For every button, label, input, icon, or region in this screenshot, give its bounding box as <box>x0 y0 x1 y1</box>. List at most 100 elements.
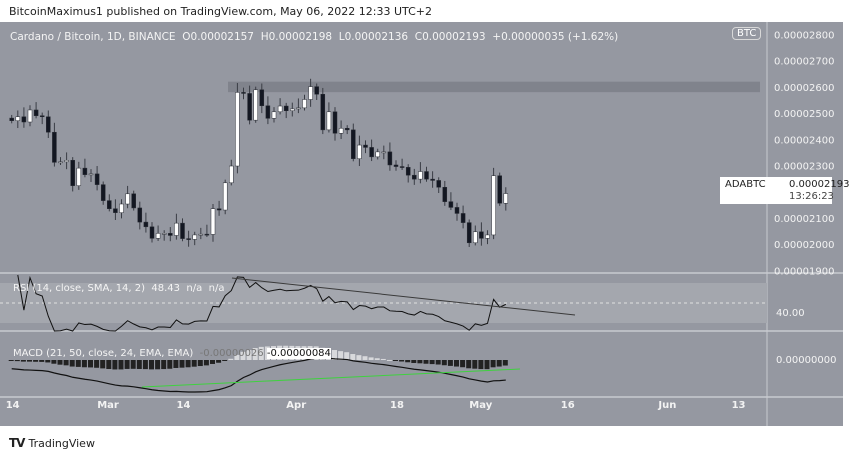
macd-histogram-bar <box>472 360 478 369</box>
macd-histogram-bar <box>136 360 142 369</box>
macd-histogram-bar <box>173 360 179 368</box>
currency-badge[interactable]: BTC <box>732 27 762 40</box>
candle-body <box>290 108 295 111</box>
candle-body <box>405 167 411 176</box>
rsi-line <box>17 274 507 332</box>
rsi-label: RSI (14, close, SMA, 14, 2) <box>13 283 146 294</box>
candle-body <box>314 86 319 95</box>
macd-histogram-bar <box>332 350 337 360</box>
macd-histogram-bar <box>118 360 124 370</box>
macd-histogram-bar <box>222 360 228 361</box>
candle-body <box>454 207 460 214</box>
candle-body <box>137 207 143 223</box>
candle-body <box>149 226 155 239</box>
candle-body <box>503 193 509 204</box>
macd-histogram-bar <box>216 360 222 363</box>
change-value: +0.00000035 (+1.62%) <box>492 31 619 43</box>
candle-body <box>363 144 368 148</box>
macd-histogram-bar <box>106 360 112 369</box>
candle-body <box>332 111 338 134</box>
macd-histogram-bar <box>466 360 472 369</box>
macd-value-2: -0.00000084 <box>266 348 331 359</box>
candle-body <box>186 238 191 240</box>
last-price-symbol: ADABTC <box>725 179 766 190</box>
tv-logo-icon: TV <box>9 436 26 450</box>
macd-histogram-bar <box>490 360 496 368</box>
candle-body <box>308 86 313 100</box>
candle-body <box>253 89 258 121</box>
macd-histogram-bar <box>460 360 466 368</box>
candle-body <box>39 115 45 118</box>
macd-histogram-bar <box>350 354 356 360</box>
low-value: 0.00002136 <box>344 31 409 43</box>
rsi-legend: RSI (14, close, SMA, 14, 2) 48.43 n/a n/… <box>13 283 224 294</box>
candle-body <box>412 174 417 180</box>
macd-support-line <box>141 368 521 388</box>
ohlc-legend: Cardano / Bitcoin, 1D, BINANCE O0.000021… <box>10 31 618 43</box>
candle-body <box>460 213 466 223</box>
price-tick: 0.00002000 <box>774 240 834 251</box>
time-tick: Apr <box>286 400 306 411</box>
candle-body <box>418 171 423 180</box>
price-axis <box>767 22 843 426</box>
candle-body <box>436 180 441 188</box>
chart-area[interactable]: 0.00002800 0.00002700 0.00002600 0.00002500… <box>0 22 843 426</box>
candle-body <box>94 173 100 185</box>
macd-histogram-bar <box>374 358 380 360</box>
candle-body <box>320 93 326 131</box>
macd-histogram-bar <box>423 360 429 364</box>
candle-body <box>76 167 82 186</box>
macd-histogram-bar <box>478 360 484 370</box>
last-price-label: ADABTC 0.00002193 13:26:23 <box>720 177 849 204</box>
candle-body <box>375 151 380 158</box>
macd-histogram-bar <box>454 360 459 367</box>
macd-histogram-bar <box>386 359 392 361</box>
price-tick: 0.00002300 <box>774 162 834 173</box>
candle-body <box>296 107 301 110</box>
candle-body <box>485 234 490 239</box>
rsi-trendline <box>231 277 576 316</box>
chart-svg[interactable]: 0.00002800 0.00002700 0.00002600 0.00002500… <box>0 22 843 426</box>
candle-body <box>369 147 374 158</box>
candle-body <box>107 200 112 209</box>
macd-histogram-bar <box>417 360 423 364</box>
macd-histogram-bar <box>197 360 203 367</box>
tradingview-logo[interactable]: TV TradingView <box>9 436 95 450</box>
macd-histogram-bar <box>14 360 20 362</box>
candle-body <box>192 234 197 240</box>
time-tick: 16 <box>561 400 575 411</box>
macd-histogram-bar <box>246 350 252 360</box>
macd-legend: MACD (21, 50, close, 24, EMA, EMA) -0.00… <box>13 348 331 359</box>
time-tick: Mar <box>97 400 119 411</box>
macd-histogram-bar <box>75 360 81 367</box>
brand-name: TradingView <box>28 436 95 450</box>
candle-body <box>131 193 136 209</box>
price-tick: 0.00002500 <box>774 109 834 120</box>
macd-histogram-bar <box>155 360 161 370</box>
time-tick: 14 <box>6 400 20 411</box>
price-tick: 0.00001900 <box>774 266 834 277</box>
candle-body <box>27 109 33 123</box>
candle-body <box>442 186 448 202</box>
macd-histogram-bar <box>167 360 173 369</box>
low-key: L <box>338 31 345 43</box>
open-value: 0.00002157 <box>190 31 254 43</box>
candle-body <box>265 105 271 119</box>
candle-body <box>448 201 454 208</box>
macd-histogram-bar <box>447 360 453 366</box>
macd-histogram-bar <box>185 360 191 368</box>
candle-body <box>180 222 185 239</box>
candle-body <box>70 160 75 186</box>
macd-histogram-bar <box>100 360 106 369</box>
macd-histogram-bar <box>234 354 240 360</box>
candle-body <box>326 111 332 131</box>
candle-body <box>497 175 502 204</box>
bar-countdown: 13:26:23 <box>789 191 834 202</box>
macd-label: MACD (21, 50, close, 24, EMA, EMA) <box>13 348 194 359</box>
last-price-value: 0.00002193 <box>789 179 850 190</box>
close-key: C <box>414 31 423 43</box>
candle-body <box>155 233 161 239</box>
price-tick: 0.00002800 <box>774 31 834 42</box>
candle-body <box>283 105 289 111</box>
macd-histogram-bar <box>124 360 130 369</box>
